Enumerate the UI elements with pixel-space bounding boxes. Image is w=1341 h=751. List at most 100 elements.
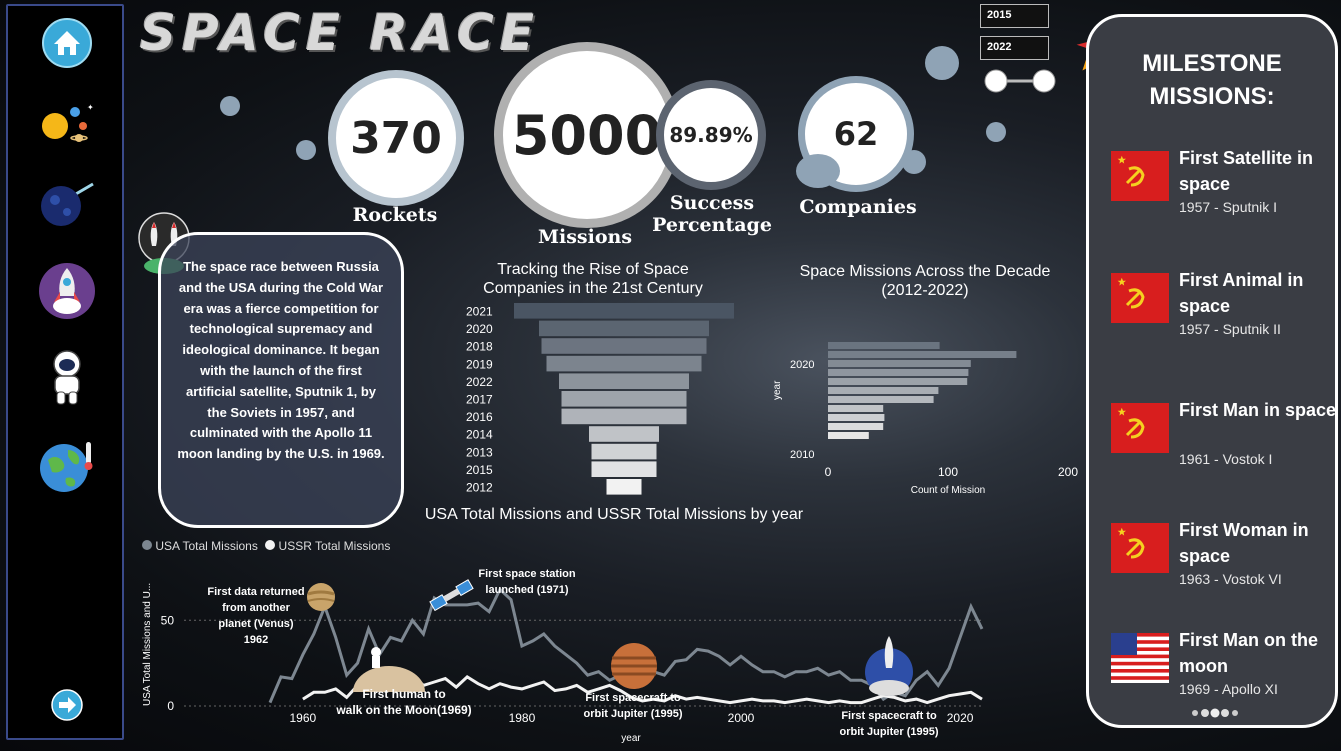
missions-x-tick: 0 <box>825 465 832 479</box>
moon-icon <box>353 647 425 692</box>
success-kpi: 89.89% <box>656 80 766 190</box>
ussr-flag-icon <box>1111 273 1169 323</box>
companies-bar-2013[interactable] <box>591 443 657 460</box>
missions-bar-2018[interactable] <box>828 378 968 385</box>
legend-ussr-swatch <box>265 540 276 550</box>
companies-year-label: 2013 <box>466 445 493 459</box>
milestone-item: First Man in space 1961 - Vostok I <box>1107 397 1337 467</box>
missions-y-label: year <box>772 380 783 400</box>
companies-year-label: 2014 <box>466 428 493 442</box>
missions-bar-2022[interactable] <box>828 342 940 349</box>
companies-bar-2016[interactable] <box>561 408 687 425</box>
missions-x-tick: 100 <box>938 465 958 479</box>
missions-bar-2020[interactable] <box>828 360 971 367</box>
solar-system-icon[interactable]: ✦ <box>38 96 96 154</box>
annotation-space-station-line2: launched (1971) <box>485 584 569 596</box>
companies-year-label: 2021 <box>466 305 493 319</box>
annotation-moon-line2: walk on the Moon(1969) <box>336 703 472 717</box>
launch-icon <box>865 636 913 696</box>
companies-chart-title: Tracking the Rise of Space Companies in … <box>448 260 738 298</box>
missions-decade-chart-title-line1: Space Missions Across the Decade <box>799 263 1051 280</box>
decor-dot <box>296 140 316 160</box>
usa-flag-icon <box>1111 633 1169 683</box>
missions-bar-2021[interactable] <box>828 351 1017 358</box>
annotation-jupiter-1-line2: orbit Jupiter (1995) <box>583 708 683 720</box>
missions-bar-2019[interactable] <box>828 369 969 376</box>
missions-x-label: Count of Mission <box>911 485 985 496</box>
milestone-name: First Woman in space <box>1179 520 1309 566</box>
rockets-value: 370 <box>350 112 442 164</box>
companies-year-label: 2019 <box>466 357 493 371</box>
annotation-moon-line1: First human to <box>362 687 446 701</box>
line-x-tick: 1980 <box>509 711 536 725</box>
missions-bar-2017[interactable] <box>828 387 939 394</box>
missions-bar-2014[interactable] <box>828 414 885 421</box>
missions-bar-2015[interactable] <box>828 405 884 412</box>
earth-icon[interactable] <box>38 436 96 494</box>
milestone-sub: 1969 - Apollo XI <box>1179 681 1278 697</box>
missions-bar-2012[interactable] <box>828 432 869 439</box>
line-y-label: USA Total Missions and U... <box>142 583 153 706</box>
annotation-jupiter-1: First spacecraft to orbit Jupiter (1995) <box>574 690 692 722</box>
ussr-flag-icon <box>1111 151 1169 201</box>
milestones-title-line2: MISSIONS: <box>1149 83 1275 110</box>
legend-usa-swatch <box>142 540 152 550</box>
companies-chart-title-line2: Companies in the 21st Century <box>483 280 703 297</box>
companies-year-label: 2012 <box>466 481 493 495</box>
milestone-name: First Man on the moon <box>1179 630 1318 676</box>
companies-bar-2017[interactable] <box>561 391 687 407</box>
decor-dot <box>986 122 1006 142</box>
success-label: Success Percentage <box>650 192 774 236</box>
companies-value: 62 <box>833 115 879 153</box>
milestones-title-line1: MILESTONE <box>1142 50 1282 77</box>
missions-kpi: 5000 <box>494 42 680 228</box>
decor-dot <box>796 154 840 188</box>
milestones-title: MILESTONE MISSIONS: <box>1089 47 1335 113</box>
companies-year-label: 2022 <box>466 375 493 389</box>
companies-bar-2020[interactable] <box>539 320 709 337</box>
jupiter-icon <box>611 643 657 689</box>
missions-bar-2013[interactable] <box>828 423 884 430</box>
milestone-sub: 1957 - Sputnik I <box>1179 199 1278 215</box>
annotation-space-station: First space station launched (1971) <box>462 566 592 598</box>
missions-bar-2016[interactable] <box>828 396 934 403</box>
annotation-jupiter-2-line2: orbit Jupiter (1995) <box>839 726 939 738</box>
milestone-item: First Man on the moon 1969 - Apollo XI <box>1107 627 1337 697</box>
companies-bar-2015[interactable] <box>591 461 657 477</box>
companies-bar-2012[interactable] <box>606 479 642 495</box>
pagination-dots[interactable] <box>1189 707 1249 719</box>
comet-icon[interactable] <box>38 174 96 232</box>
companies-bar-2021[interactable] <box>514 303 734 319</box>
companies-bar-2014[interactable] <box>589 426 659 442</box>
rockets-kpi: 370 <box>328 70 464 206</box>
companies-year-label: 2020 <box>466 322 493 336</box>
decor-dot <box>220 96 240 116</box>
home-icon[interactable] <box>38 14 96 72</box>
companies-bar-2018[interactable] <box>541 338 707 354</box>
line-chart-legend: USA Total Missions USSR Total Missions <box>142 539 390 553</box>
milestone-name: First Satellite in space <box>1179 148 1314 194</box>
svg-text:✦: ✦ <box>87 103 94 112</box>
companies-bar-2022[interactable] <box>559 373 689 389</box>
description-box: The space race between Russia and the US… <box>158 232 404 528</box>
annotation-venus-line3: planet (Venus) <box>218 618 294 630</box>
end-year-input[interactable]: 2022 <box>980 36 1049 60</box>
slider-start-handle[interactable] <box>984 69 1008 93</box>
success-label-line1: Success <box>669 192 755 214</box>
astronaut-icon[interactable] <box>38 348 96 406</box>
annotation-venus-line2: from another <box>222 602 290 614</box>
rocket-icon[interactable] <box>38 262 96 320</box>
year-range-slider[interactable] <box>982 66 1060 96</box>
companies-year-label: 2015 <box>466 463 493 477</box>
slider-end-handle[interactable] <box>1032 69 1056 93</box>
sidebar: ✦ <box>6 4 124 740</box>
next-arrow-icon[interactable] <box>48 686 86 724</box>
companies-year-label: 2018 <box>466 340 493 354</box>
missions-label: Missions <box>537 226 633 248</box>
start-year-input[interactable]: 2015 <box>980 4 1049 28</box>
milestone-sub: 1961 - Vostok I <box>1179 451 1273 467</box>
companies-year-label: 2017 <box>466 393 493 407</box>
companies-chart-title-line1: Tracking the Rise of Space <box>497 261 689 278</box>
annotation-jupiter-2: First spacecraft to orbit Jupiter (1995) <box>830 708 948 740</box>
companies-bar-2019[interactable] <box>546 355 702 372</box>
